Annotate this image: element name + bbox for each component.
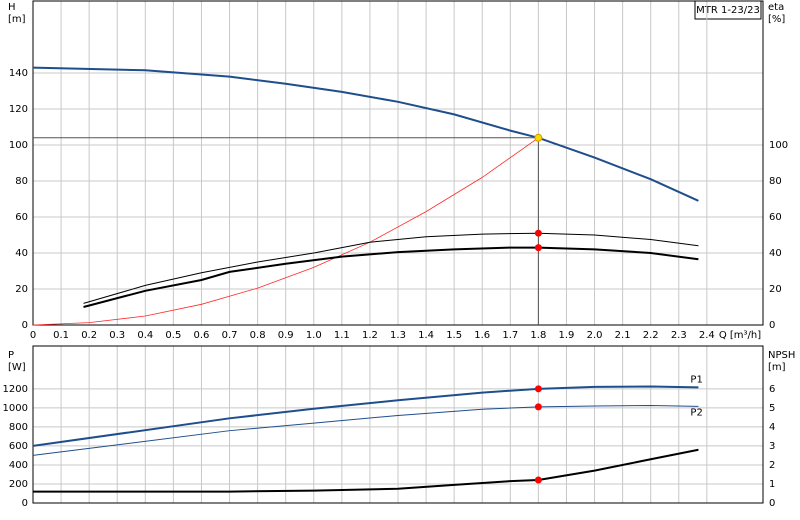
- y2-tick-label: 2: [769, 460, 775, 471]
- y-tick-label: 200: [9, 479, 28, 490]
- series-label: P2: [690, 407, 702, 418]
- x-tick-label: 0.2: [81, 330, 97, 341]
- x-tick-label: 0.8: [250, 330, 266, 341]
- curve: [83, 246, 699, 308]
- y2-tick-label: 60: [769, 212, 782, 223]
- x-tick-label: 2.2: [643, 330, 659, 341]
- y2-tick-label: 5: [769, 403, 775, 414]
- duty-point: [534, 244, 542, 252]
- y2-tick-label: 0: [769, 498, 775, 509]
- y-tick-label: 0: [22, 320, 28, 331]
- y-tick-label: 140: [9, 68, 28, 79]
- x-tick-label: 2.1: [615, 330, 631, 341]
- y-axis-label: [m]: [8, 14, 26, 25]
- x-tick-label: 1.4: [418, 330, 434, 341]
- y-tick-label: 100: [9, 140, 28, 151]
- y-tick-label: 1000: [3, 403, 28, 414]
- x-tick-label: 0.3: [109, 330, 125, 341]
- y-tick-label: 40: [15, 248, 28, 259]
- x-tick-label: 1.0: [306, 330, 322, 341]
- y-axis-label: P: [8, 350, 14, 361]
- y2-axis-label: [m]: [768, 362, 786, 373]
- x-tick-label: 1.6: [474, 330, 490, 341]
- y-tick-label: 0: [22, 498, 28, 509]
- legend-text: MTR 1-23/23: [696, 5, 760, 16]
- duty-point: [534, 476, 542, 484]
- y-tick-label: 60: [15, 212, 28, 223]
- x-tick-label: 0.5: [165, 330, 181, 341]
- curve: [32, 66, 699, 202]
- y2-tick-label: 40: [769, 248, 782, 259]
- y-tick-label: 400: [9, 460, 28, 471]
- x-tick-label: 0.1: [53, 330, 69, 341]
- y2-tick-label: 100: [769, 140, 788, 151]
- series-label: P1: [690, 374, 702, 385]
- duty-point: [534, 229, 542, 237]
- y-tick-label: 20: [15, 284, 28, 295]
- x-tick-label: 0: [30, 330, 36, 341]
- x-tick-label: 2.0: [587, 330, 603, 341]
- plot-frame: [32, 345, 764, 504]
- x-tick-label: 1.2: [362, 330, 378, 341]
- y2-tick-label: 80: [769, 176, 782, 187]
- x-tick-label: 0.4: [137, 330, 153, 341]
- y2-tick-label: 0: [769, 320, 775, 331]
- y-tick-label: 1200: [3, 384, 28, 395]
- duty-point: [534, 385, 542, 393]
- y2-axis-label: eta: [768, 2, 784, 13]
- x-tick-label: 0.6: [194, 330, 210, 341]
- y2-tick-label: 4: [769, 422, 775, 433]
- y2-axis-label: NPSH: [768, 350, 795, 361]
- plot-frame: [32, 0, 764, 326]
- x-tick-label: 1.5: [446, 330, 462, 341]
- y2-tick-label: 20: [769, 284, 782, 295]
- x-axis-label: Q [m³/h]: [719, 330, 761, 341]
- x-tick-label: 2.4: [699, 330, 715, 341]
- y-axis-label: [W]: [8, 362, 26, 373]
- x-tick-label: 0.7: [222, 330, 238, 341]
- duty-point: [534, 133, 543, 142]
- curve: [33, 448, 699, 493]
- x-tick-label: 1.7: [502, 330, 518, 341]
- curve: [32, 137, 539, 326]
- x-tick-label: 1.9: [559, 330, 575, 341]
- y-tick-label: 120: [9, 104, 28, 115]
- x-tick-label: 2.3: [671, 330, 687, 341]
- x-tick-label: 1.1: [334, 330, 350, 341]
- y-axis-label: H: [8, 2, 16, 13]
- curve: [83, 232, 699, 304]
- duty-point: [534, 403, 542, 411]
- y2-axis-label: [%]: [768, 14, 785, 25]
- y-tick-label: 800: [9, 422, 28, 433]
- y-tick-label: 600: [9, 441, 28, 452]
- y2-tick-label: 6: [769, 384, 775, 395]
- x-tick-label: 1.8: [530, 330, 546, 341]
- curve: [32, 404, 699, 456]
- y2-tick-label: 1: [769, 479, 775, 490]
- x-tick-label: 0.9: [278, 330, 294, 341]
- y2-tick-label: 3: [769, 441, 775, 452]
- curve: [32, 385, 699, 447]
- y-tick-label: 80: [15, 176, 28, 187]
- x-tick-label: 1.3: [390, 330, 406, 341]
